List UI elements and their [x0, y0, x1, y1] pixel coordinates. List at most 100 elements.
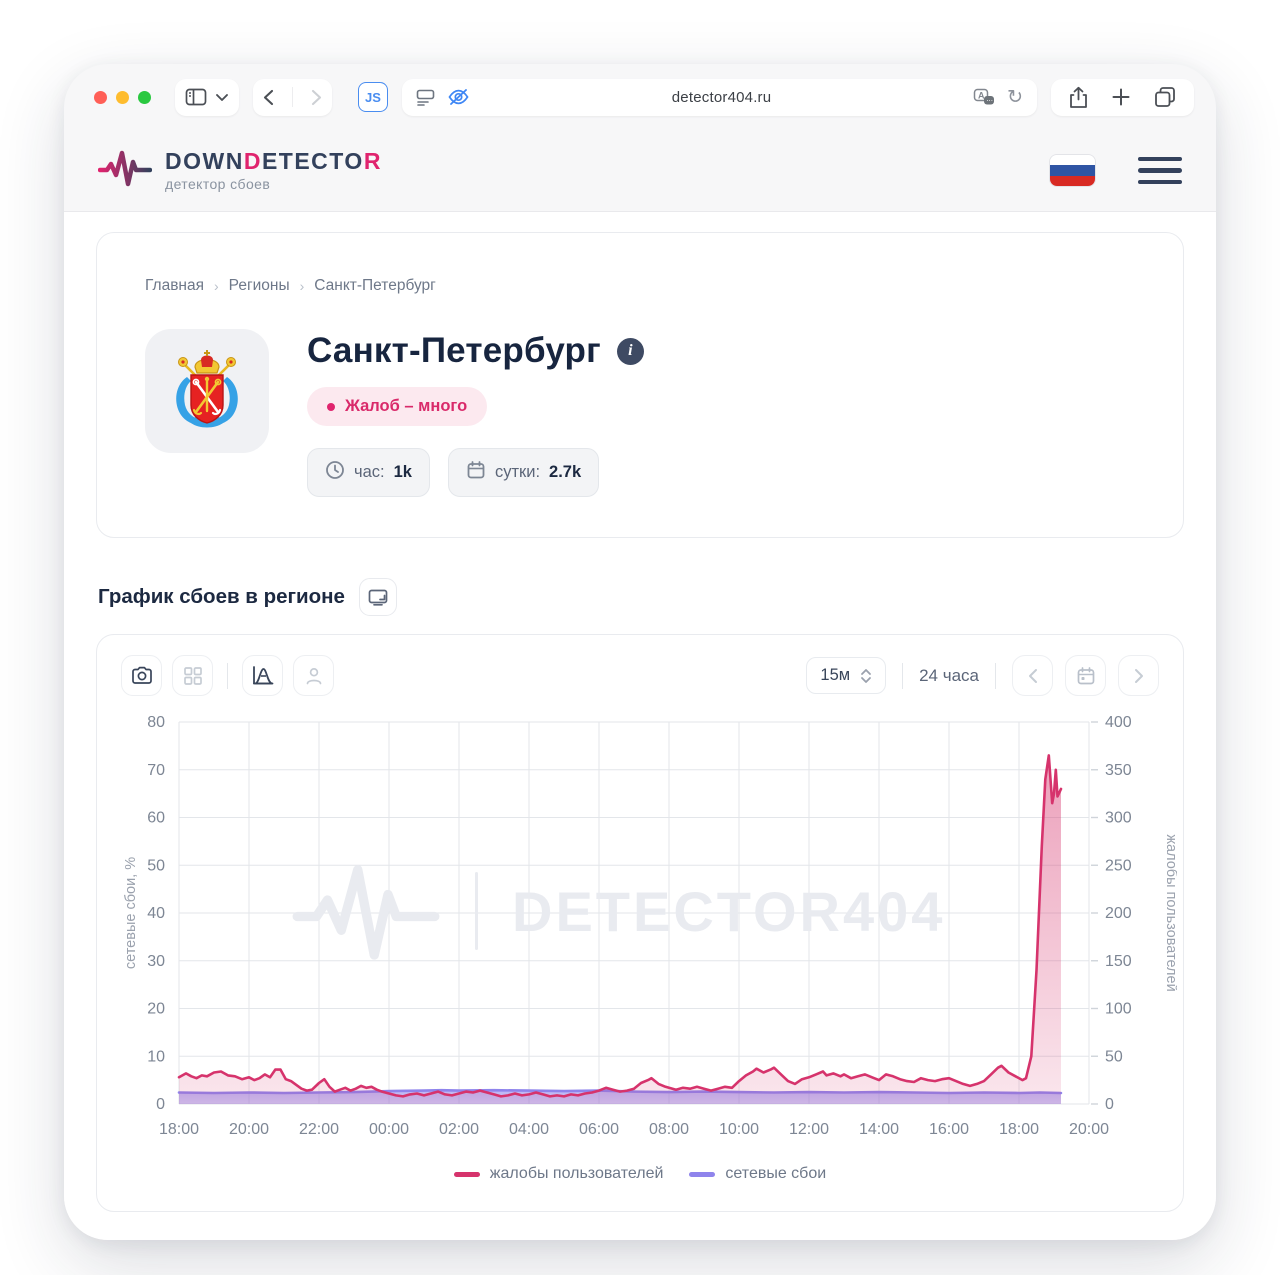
chevron-down-icon[interactable]: [215, 93, 229, 102]
left-axis-tick-label: 40: [147, 905, 165, 922]
divider: [227, 662, 228, 689]
left-axis-tick-label: 0: [156, 1096, 165, 1113]
address-bar[interactable]: detector404.ru A ⋯ ↻: [402, 78, 1037, 116]
x-axis-tick-label: 04:00: [509, 1121, 549, 1138]
page-title: Санкт-Петербург: [307, 331, 601, 370]
next-period-button[interactable]: [1118, 655, 1159, 696]
divider: [292, 87, 293, 107]
stat-hour-value: 1k: [393, 463, 412, 481]
tabs-overview-icon[interactable]: [1154, 86, 1176, 108]
date-picker-button[interactable]: [1065, 655, 1106, 696]
zoom-window-button[interactable]: [138, 90, 151, 104]
reader-view-icon[interactable]: [416, 89, 435, 106]
forward-button[interactable]: [311, 89, 322, 106]
left-axis-tick-label: 20: [147, 1001, 165, 1018]
section-title: График сбоев в регионе: [98, 585, 345, 608]
breadcrumb: Главная › Регионы › Санкт-Петербург: [145, 277, 1135, 295]
interval-select[interactable]: 15м: [806, 657, 887, 694]
user-button[interactable]: [293, 655, 334, 696]
browser-actions: [1051, 78, 1194, 116]
reload-icon[interactable]: ↻: [1007, 86, 1023, 108]
left-axis-tick-label: 10: [147, 1048, 165, 1065]
brand-logo[interactable]: DOWNDETECTOR детектор сбоев: [97, 148, 382, 193]
legend-item[interactable]: жалобы пользователей: [453, 1165, 664, 1183]
x-axis-tick-label: 18:00: [159, 1121, 199, 1138]
left-axis-title: сетевые сбои, %: [123, 857, 139, 969]
stat-day: сутки: 2.7k: [447, 448, 600, 497]
x-axis-tick-label: 12:00: [789, 1121, 829, 1138]
history-nav: [253, 78, 332, 116]
interval-value: 15м: [820, 666, 851, 684]
right-axis-tick-label: 250: [1105, 857, 1132, 874]
minimize-window-button[interactable]: [116, 90, 129, 104]
calendar-icon: [466, 460, 486, 485]
chart-toolbar: 15м 24 часа: [121, 655, 1159, 696]
brand-name-part: DOWN: [165, 148, 244, 175]
new-tab-icon[interactable]: [1112, 88, 1130, 106]
close-window-button[interactable]: [94, 90, 107, 104]
left-axis-tick-label: 50: [147, 857, 165, 874]
stat-day-value: 2.7k: [549, 463, 582, 481]
x-axis-tick-label: 20:00: [229, 1121, 269, 1138]
hide-eye-icon[interactable]: [447, 88, 470, 106]
right-axis-tick-label: 50: [1105, 1048, 1123, 1065]
spb-crest-image: [176, 350, 238, 428]
left-axis-tick-label: 30: [147, 953, 165, 970]
right-axis-tick-label: 300: [1105, 810, 1132, 827]
url-text[interactable]: detector404.ru: [671, 88, 772, 106]
fullscreen-chart-button[interactable]: [358, 578, 397, 616]
x-axis-tick-label: 08:00: [649, 1121, 689, 1138]
x-axis-tick-label: 22:00: [299, 1121, 339, 1138]
brand-name-part: D: [243, 148, 262, 175]
page-content: Главная › Регионы › Санкт-Петербург: [64, 212, 1216, 1240]
chart-legend: жалобы пользователей сетевые сбои: [121, 1165, 1159, 1183]
brand-name: DOWNDETECTOR: [165, 149, 382, 173]
back-button[interactable]: [263, 89, 274, 106]
site-header: DOWNDETECTOR детектор сбоев: [64, 130, 1216, 212]
right-axis-title: жалобы пользователей: [1163, 834, 1177, 991]
grid-view-button[interactable]: [172, 655, 213, 696]
divider: [902, 662, 904, 689]
left-axis-tick-label: 80: [147, 714, 165, 731]
status-badge-label: Жалоб – много: [345, 397, 468, 415]
series-line-right: [177, 754, 1063, 1098]
share-icon[interactable]: [1069, 86, 1088, 109]
breadcrumb-separator: ›: [214, 278, 219, 294]
legend-swatch-icon: [453, 1171, 480, 1177]
prev-period-button[interactable]: [1012, 655, 1053, 696]
stat-day-label: сутки:: [494, 463, 541, 481]
region-card: Главная › Регионы › Санкт-Петербург: [96, 232, 1184, 538]
outage-chart[interactable]: 0 10 20 30 40 50 60 70 80 0 50 100 150 200 250 300 350 40…: [121, 706, 1179, 1158]
breadcrumb-item[interactable]: Главная: [145, 277, 204, 294]
info-icon[interactable]: i: [616, 337, 644, 365]
sidebar-control[interactable]: [175, 78, 239, 116]
region-coat-of-arms: [145, 329, 269, 453]
legend-item[interactable]: сетевые сбои: [689, 1165, 826, 1183]
legend-swatch-icon: [689, 1171, 716, 1177]
translate-icon[interactable]: A ⋯: [973, 88, 996, 107]
select-chevrons-icon: [861, 668, 871, 683]
x-axis-tick-label: 02:00: [439, 1121, 479, 1138]
brand-name-part: R: [363, 148, 382, 175]
left-axis-tick-label: 70: [147, 762, 165, 779]
sidebar-icon[interactable]: [185, 88, 207, 106]
breadcrumb-item: Санкт-Петербург: [314, 277, 436, 294]
stat-hour: час: 1k: [307, 448, 430, 497]
status-badge: Жалоб – много: [307, 387, 488, 426]
js-toggle-badge[interactable]: JS: [358, 82, 388, 112]
breadcrumb-separator: ›: [299, 278, 305, 294]
x-axis-tick-label: 06:00: [579, 1121, 619, 1138]
chart-area[interactable]: DETECTOR404 0 10 20 30 40 50 60 70 80 0 50 100 150 20…: [121, 706, 1179, 1163]
svg-text:A: A: [978, 90, 985, 100]
right-axis-tick-label: 0: [1105, 1096, 1114, 1113]
x-axis-tick-label: 16:00: [929, 1121, 969, 1138]
x-axis-tick-label: 18:00: [999, 1121, 1039, 1138]
browser-toolbar: JS detector404.ru A ⋯ ↻: [64, 64, 1216, 130]
legend-label: жалобы пользователей: [489, 1165, 664, 1182]
breadcrumb-item[interactable]: Регионы: [228, 277, 290, 294]
language-flag-ru[interactable]: [1049, 154, 1096, 187]
window-controls[interactable]: [94, 90, 151, 104]
hamburger-menu-icon[interactable]: [1138, 156, 1182, 185]
area-chart-button[interactable]: [242, 655, 283, 696]
snapshot-camera-button[interactable]: [121, 655, 162, 696]
